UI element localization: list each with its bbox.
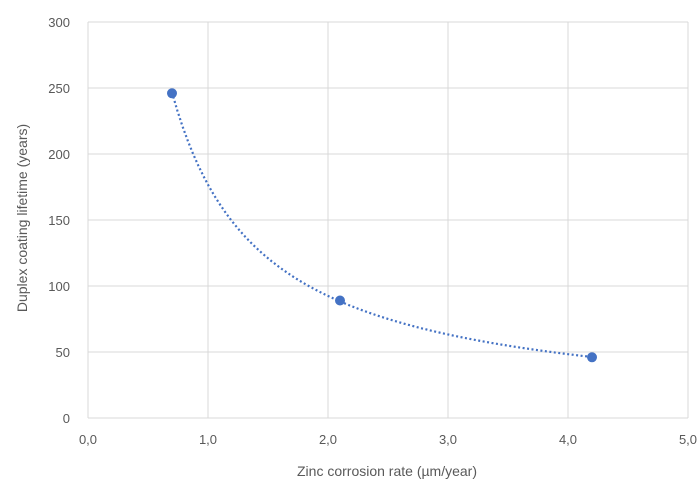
x-axis-title: Zinc corrosion rate (µm/year) — [297, 463, 477, 479]
data-point — [335, 295, 345, 306]
data-point — [167, 88, 177, 99]
x-tick-label: 3,0 — [439, 432, 457, 447]
y-tick-label: 0 — [63, 411, 70, 426]
y-tick-label: 150 — [48, 213, 70, 228]
y-tick-label: 200 — [48, 147, 70, 162]
y-tick-label: 250 — [48, 81, 70, 96]
data-point — [587, 352, 597, 363]
y-tick-label: 50 — [56, 345, 70, 360]
y-axis-ticks: 0 50 100 150 200 250 300 — [48, 15, 70, 426]
trendline — [170, 92, 593, 359]
x-axis-ticks: 0,0 1,0 2,0 3,0 4,0 5,0 — [79, 432, 697, 447]
trendline-path — [170, 92, 593, 359]
x-tick-label: 2,0 — [319, 432, 337, 447]
y-tick-label: 300 — [48, 15, 70, 30]
data-points — [167, 88, 597, 363]
y-axis-title: Duplex coating lifetime (years) — [14, 124, 30, 312]
grid — [87, 21, 689, 419]
x-tick-label: 0,0 — [79, 432, 97, 447]
x-tick-label: 1,0 — [199, 432, 217, 447]
y-tick-label: 100 — [48, 279, 70, 294]
x-tick-label: 5,0 — [679, 432, 697, 447]
x-tick-label: 4,0 — [559, 432, 577, 447]
